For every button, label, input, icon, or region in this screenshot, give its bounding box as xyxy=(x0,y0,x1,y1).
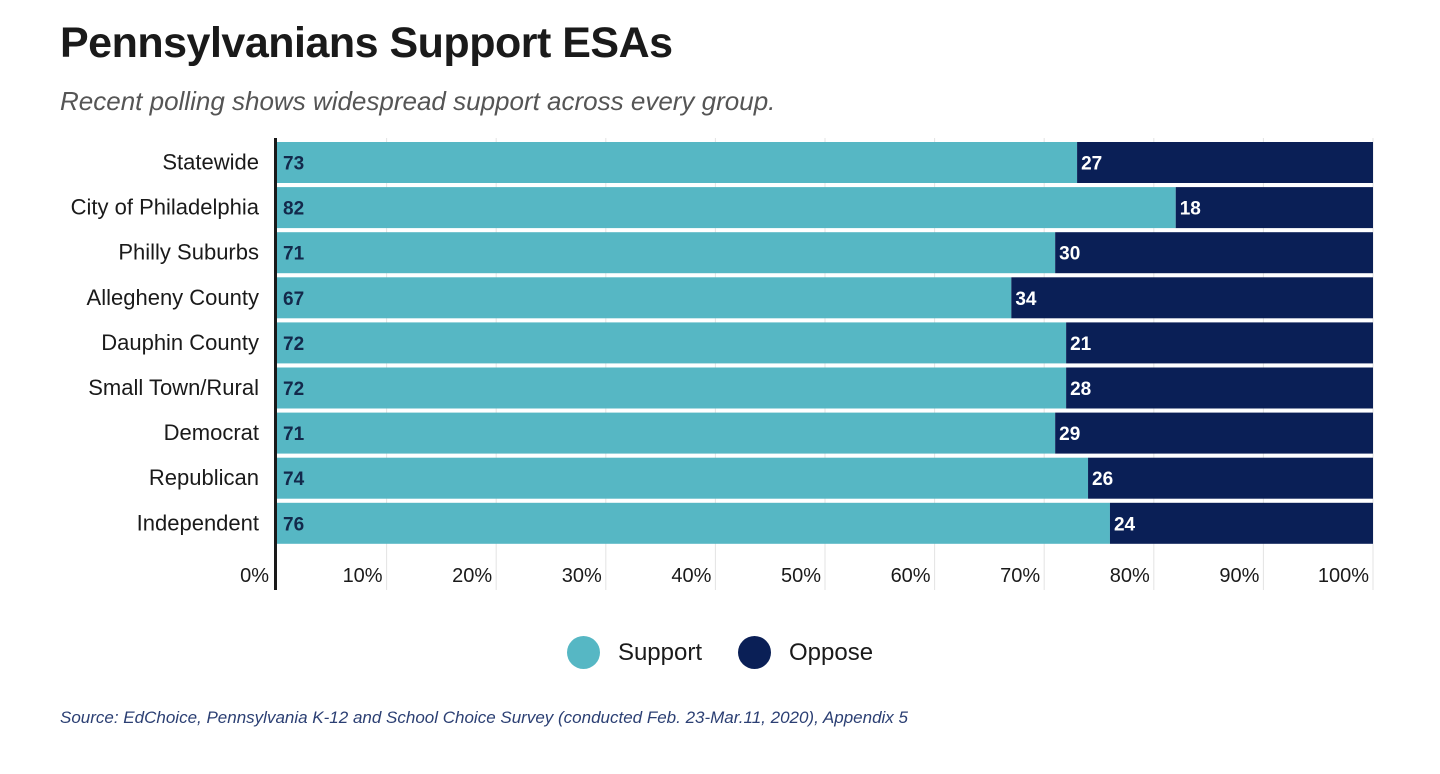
data-label-oppose: 34 xyxy=(1015,289,1037,310)
x-tick-label: 10% xyxy=(343,565,383,587)
bar-oppose xyxy=(1088,457,1373,499)
data-label-support: 72 xyxy=(283,379,304,400)
stacked-bar-chart: Statewide 73 27 City of Philadelphia 82 18 Phi… xyxy=(71,138,1374,590)
x-tick-label: 70% xyxy=(1000,565,1040,587)
bar-oppose xyxy=(1077,142,1373,183)
bar-support xyxy=(277,367,1067,409)
category-label: City of Philadelphia xyxy=(71,195,260,220)
bar-support xyxy=(277,502,1110,544)
bar-oppose xyxy=(1175,187,1373,229)
data-label-oppose: 18 xyxy=(1180,199,1201,220)
bar-support xyxy=(277,457,1089,499)
category-label: Allegheny County xyxy=(87,285,259,310)
category-label: Statewide xyxy=(162,150,259,175)
x-tick-label: 80% xyxy=(1110,565,1150,587)
legend-item-support: Support xyxy=(566,636,702,669)
data-label-support: 71 xyxy=(283,244,305,265)
x-tick-label: 40% xyxy=(671,565,711,587)
category-label: Small Town/Rural xyxy=(88,375,259,400)
bar-support xyxy=(277,142,1078,183)
category-label: Republican xyxy=(149,465,259,490)
bar-support xyxy=(277,412,1056,454)
bar-support xyxy=(277,277,1012,319)
legend-swatch-oppose xyxy=(738,636,771,669)
legend-label-support: Support xyxy=(617,638,702,666)
data-label-oppose: 30 xyxy=(1059,244,1080,265)
data-label-support: 72 xyxy=(283,334,304,355)
x-tick-label: 0% xyxy=(240,565,269,587)
data-label-support: 71 xyxy=(283,424,305,445)
data-label-oppose: 24 xyxy=(1114,514,1136,535)
category-label: Independent xyxy=(137,510,259,535)
data-label-support: 73 xyxy=(283,154,304,175)
x-tick-label: 20% xyxy=(452,565,492,587)
bar-support xyxy=(277,322,1067,364)
data-label-support: 82 xyxy=(283,199,304,220)
bar-support xyxy=(277,187,1176,229)
x-tick-label: 30% xyxy=(562,565,602,587)
data-label-support: 67 xyxy=(283,289,304,310)
legend-item-oppose: Oppose xyxy=(738,636,873,669)
category-label: Philly Suburbs xyxy=(118,240,259,265)
bar-oppose xyxy=(1109,502,1373,544)
chart-subtitle: Recent polling shows widespread support … xyxy=(60,86,776,116)
data-label-oppose: 26 xyxy=(1092,469,1113,490)
category-label: Democrat xyxy=(164,420,259,445)
data-label-support: 74 xyxy=(283,469,305,490)
data-label-oppose: 29 xyxy=(1059,424,1080,445)
bar-support xyxy=(277,232,1056,274)
data-label-support: 76 xyxy=(283,514,304,535)
data-label-oppose: 28 xyxy=(1070,379,1091,400)
bar-oppose xyxy=(1011,277,1373,319)
data-label-oppose: 27 xyxy=(1081,154,1102,175)
bar-oppose xyxy=(1055,412,1373,454)
x-tick-label: 60% xyxy=(891,565,931,587)
data-label-oppose: 21 xyxy=(1070,334,1092,355)
x-tick-label: 50% xyxy=(781,565,821,587)
x-tick-label: 90% xyxy=(1219,565,1259,587)
bar-oppose xyxy=(1066,322,1373,364)
source-note: Source: EdChoice, Pennsylvania K-12 and … xyxy=(60,708,908,727)
legend-swatch-support xyxy=(566,636,600,669)
chart-title: Pennsylvanians Support ESAs xyxy=(60,19,673,67)
chart-legend: Support Oppose xyxy=(0,636,1440,669)
category-label: Dauphin County xyxy=(101,330,259,355)
bar-oppose xyxy=(1055,232,1373,274)
bar-oppose xyxy=(1066,367,1373,409)
x-tick-label: 100% xyxy=(1318,565,1369,587)
legend-label-oppose: Oppose xyxy=(789,638,874,666)
